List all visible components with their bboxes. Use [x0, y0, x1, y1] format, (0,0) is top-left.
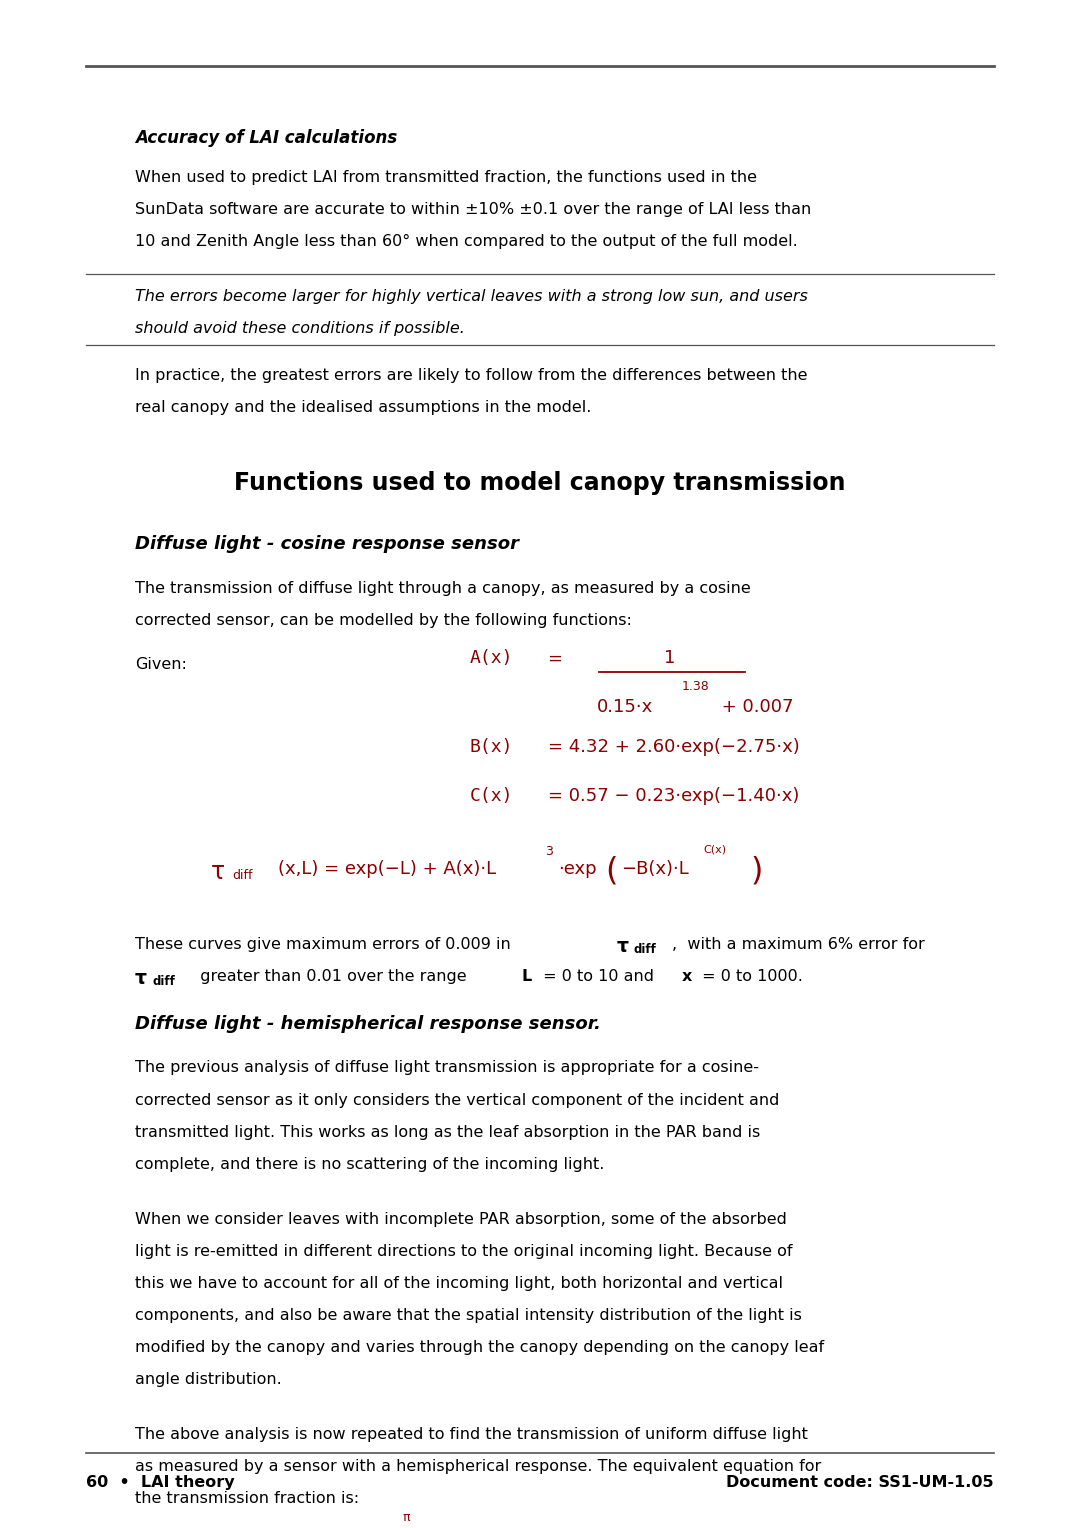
Text: When used to predict LAI from transmitted fraction, the functions used in the: When used to predict LAI from transmitte…: [135, 170, 757, 185]
Text: should avoid these conditions if possible.: should avoid these conditions if possibl…: [135, 321, 464, 336]
Text: When we consider leaves with incomplete PAR absorption, some of the absorbed: When we consider leaves with incomplete …: [135, 1212, 787, 1227]
Text: C(x): C(x): [703, 845, 726, 856]
Text: as measured by a sensor with a hemispherical response. The equivalent equation f: as measured by a sensor with a hemispher…: [135, 1459, 821, 1475]
Text: Document code: SS1-UM-1.05: Document code: SS1-UM-1.05: [726, 1475, 994, 1490]
Text: = 0 to 1000.: = 0 to 1000.: [697, 969, 802, 984]
Text: Functions used to model canopy transmission: Functions used to model canopy transmiss…: [234, 471, 846, 495]
Text: transmitted light. This works as long as the leaf absorption in the PAR band is: transmitted light. This works as long as…: [135, 1125, 760, 1140]
Text: Diffuse light - cosine response sensor: Diffuse light - cosine response sensor: [135, 535, 519, 553]
Text: Diffuse light - hemispherical response sensor.: Diffuse light - hemispherical response s…: [135, 1015, 600, 1033]
Text: (: (: [605, 856, 618, 886]
Text: π: π: [403, 1511, 410, 1525]
Text: Given:: Given:: [135, 657, 187, 672]
Text: the transmission fraction is:: the transmission fraction is:: [135, 1491, 360, 1507]
Text: 10 and Zenith Angle less than 60° when compared to the output of the full model.: 10 and Zenith Angle less than 60° when c…: [135, 234, 798, 249]
Text: The above analysis is now repeated to find the transmission of uniform diffuse l: The above analysis is now repeated to fi…: [135, 1427, 808, 1442]
Text: real canopy and the idealised assumptions in the model.: real canopy and the idealised assumption…: [135, 400, 592, 416]
Text: L: L: [522, 969, 531, 984]
Text: ,  with a maximum 6% error for: , with a maximum 6% error for: [672, 937, 924, 952]
Text: −B(x)·L: −B(x)·L: [621, 860, 689, 879]
Text: + 0.007: + 0.007: [716, 698, 794, 717]
Text: These curves give maximum errors of 0.009 in: These curves give maximum errors of 0.00…: [135, 937, 521, 952]
Text: 1: 1: [664, 649, 675, 668]
Text: Accuracy of LAI calculations: Accuracy of LAI calculations: [135, 128, 397, 147]
Text: greater than 0.01 over the range: greater than 0.01 over the range: [190, 969, 472, 984]
Text: this we have to account for all of the incoming light, both horizontal and verti: this we have to account for all of the i…: [135, 1276, 783, 1291]
Text: In practice, the greatest errors are likely to follow from the differences betwe: In practice, the greatest errors are lik…: [135, 368, 808, 384]
Text: diff: diff: [232, 869, 253, 883]
Text: A(x): A(x): [470, 649, 513, 668]
Text: light is re-emitted in different directions to the original incoming light. Beca: light is re-emitted in different directi…: [135, 1244, 793, 1259]
Text: = 4.32 + 2.60·exp(−2.75·x): = 4.32 + 2.60·exp(−2.75·x): [548, 738, 799, 756]
Text: corrected sensor as it only considers the vertical component of the incident and: corrected sensor as it only considers th…: [135, 1093, 780, 1108]
Text: diff: diff: [634, 943, 657, 957]
Text: 0.15·x: 0.15·x: [597, 698, 653, 717]
Text: 1.38: 1.38: [681, 680, 710, 694]
Text: =: =: [548, 649, 563, 668]
Text: x: x: [681, 969, 692, 984]
Text: 60  •  LAI theory: 60 • LAI theory: [86, 1475, 235, 1490]
Text: diff: diff: [152, 975, 175, 989]
Text: τ: τ: [617, 937, 629, 955]
Text: = 0.57 − 0.23·exp(−1.40·x): = 0.57 − 0.23·exp(−1.40·x): [548, 787, 799, 805]
Text: τ: τ: [135, 969, 147, 987]
Text: (x,L) = exp(−L) + A(x)·L: (x,L) = exp(−L) + A(x)·L: [278, 860, 496, 879]
Text: SunData software are accurate to within ±10% ±0.1 over the range of LAI less tha: SunData software are accurate to within …: [135, 202, 811, 217]
Text: The transmission of diffuse light through a canopy, as measured by a cosine: The transmission of diffuse light throug…: [135, 581, 751, 596]
Text: The errors become larger for highly vertical leaves with a strong low sun, and u: The errors become larger for highly vert…: [135, 289, 808, 304]
Text: C(x): C(x): [470, 787, 513, 805]
Text: modified by the canopy and varies through the canopy depending on the canopy lea: modified by the canopy and varies throug…: [135, 1340, 824, 1355]
Text: B(x): B(x): [470, 738, 513, 756]
Text: 3: 3: [545, 845, 553, 859]
Text: τ: τ: [211, 860, 225, 885]
Text: complete, and there is no scattering of the incoming light.: complete, and there is no scattering of …: [135, 1157, 605, 1172]
Text: components, and also be aware that the spatial intensity distribution of the lig: components, and also be aware that the s…: [135, 1308, 801, 1323]
Text: The previous analysis of diffuse light transmission is appropriate for a cosine-: The previous analysis of diffuse light t…: [135, 1060, 759, 1076]
Text: corrected sensor, can be modelled by the following functions:: corrected sensor, can be modelled by the…: [135, 613, 632, 628]
Text: = 0 to 10 and: = 0 to 10 and: [538, 969, 659, 984]
Text: ): ): [751, 856, 762, 886]
Text: angle distribution.: angle distribution.: [135, 1372, 282, 1387]
Text: ·exp: ·exp: [558, 860, 597, 879]
